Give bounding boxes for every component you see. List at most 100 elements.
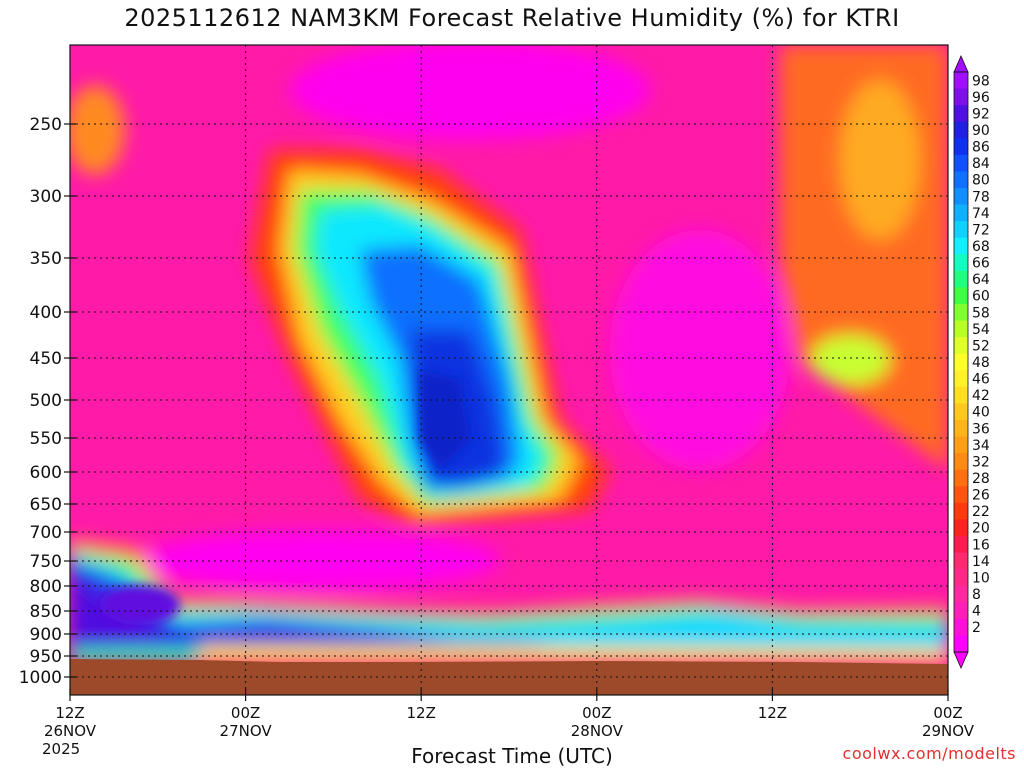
x-tick-label: 00Z — [933, 704, 962, 722]
colorbar-segment — [954, 602, 968, 620]
colorbar-label: 52 — [972, 338, 990, 354]
colorbar-label: 96 — [972, 90, 990, 106]
colorbar-label: 64 — [972, 272, 990, 288]
colorbar-segment — [954, 585, 968, 603]
colorbar-label: 2 — [972, 620, 981, 636]
x-tick-label: 29NOV — [922, 722, 975, 740]
colorbar-label: 46 — [972, 372, 990, 388]
colorbar-segment — [954, 204, 968, 222]
colorbar-label: 48 — [972, 355, 990, 371]
colorbar-segment — [954, 519, 968, 537]
x-tick-label: 12Z — [407, 704, 436, 722]
x-tick-label: 12Z — [758, 704, 787, 722]
colorbar-label: 92 — [972, 106, 990, 122]
y-tick-label: 600 — [30, 463, 62, 483]
colorbar-label: 34 — [972, 438, 990, 454]
y-tick-label: 1000 — [19, 668, 62, 688]
y-tick-label: 400 — [30, 303, 62, 323]
colorbar-segment — [954, 171, 968, 189]
colorbar-label: 32 — [972, 454, 990, 470]
colorbar-min-arrow — [953, 651, 969, 669]
colorbar-label: 86 — [972, 140, 990, 156]
y-tick-label: 550 — [30, 429, 62, 449]
colorbar-segment — [954, 618, 968, 636]
colorbar-segment — [954, 337, 968, 355]
colorbar-segment — [954, 154, 968, 172]
colorbar-label: 22 — [972, 504, 990, 520]
y-tick-label: 700 — [30, 523, 62, 543]
colorbar-segment — [954, 469, 968, 487]
colorbar-segment — [954, 370, 968, 388]
colorbar-segment — [954, 536, 968, 554]
colorbar-label: 80 — [972, 173, 990, 189]
x-tick-label: 00Z — [582, 704, 611, 722]
colorbar-segment — [954, 436, 968, 454]
colorbar-label: 68 — [972, 239, 990, 255]
colorbar-label: 66 — [972, 256, 990, 272]
colorbar-segment — [954, 420, 968, 438]
y-tick-label: 450 — [30, 349, 62, 369]
colorbar-label: 72 — [972, 222, 990, 238]
colorbar-label: 8 — [972, 587, 981, 603]
colorbar-label: 78 — [972, 189, 990, 205]
colorbar-segment — [954, 88, 968, 106]
colorbar-segment — [954, 502, 968, 520]
colorbar-segment — [954, 569, 968, 587]
colorbar-segment — [954, 353, 968, 371]
y-tick-label: 850 — [30, 602, 62, 622]
colorbar-segment — [954, 72, 968, 90]
colorbar-segment — [954, 254, 968, 272]
colorbar-segment — [954, 221, 968, 239]
colorbar-label: 14 — [972, 554, 990, 570]
colorbar-segment — [954, 105, 968, 123]
colorbar-segment — [954, 237, 968, 255]
colorbar-label: 36 — [972, 421, 990, 437]
colorbar-label: 98 — [972, 73, 990, 89]
colorbar: 9896929086848078747268666460585452484642… — [953, 55, 990, 669]
colorbar-segment — [954, 403, 968, 421]
colorbar-segment — [954, 486, 968, 504]
colorbar-max-arrow — [953, 55, 969, 73]
colorbar-label: 10 — [972, 570, 990, 586]
colorbar-label: 58 — [972, 305, 990, 321]
colorbar-label: 26 — [972, 488, 990, 504]
colorbar-segment — [954, 121, 968, 139]
chart-title: 2025112612 NAM3KM Forecast Relative Humi… — [124, 4, 900, 32]
plot-area — [70, 45, 948, 695]
x-tick-label: 26NOV — [44, 722, 97, 740]
colorbar-segment — [954, 386, 968, 404]
y-tick-label: 650 — [30, 495, 62, 515]
colorbar-segment — [954, 304, 968, 322]
y-tick-label: 800 — [30, 577, 62, 597]
y-tick-label: 900 — [30, 625, 62, 645]
colorbar-label: 4 — [972, 604, 981, 620]
colorbar-label: 40 — [972, 405, 990, 421]
grid-lines — [70, 45, 948, 695]
colorbar-segment — [954, 138, 968, 156]
colorbar-segment — [954, 552, 968, 570]
colorbar-segment — [954, 320, 968, 338]
colorbar-label: 54 — [972, 322, 990, 338]
y-tick-label: 250 — [30, 115, 62, 135]
colorbar-label: 74 — [972, 206, 990, 222]
colorbar-segment — [954, 270, 968, 288]
colorbar-segment — [954, 287, 968, 305]
x-tick-label: 00Z — [231, 704, 260, 722]
colorbar-segment — [954, 453, 968, 471]
y-tick-label: 950 — [30, 647, 62, 667]
colorbar-label: 20 — [972, 521, 990, 537]
colorbar-segment — [954, 635, 968, 653]
colorbar-label: 16 — [972, 537, 990, 553]
y-tick-label: 300 — [30, 187, 62, 207]
x-tick-label: 12Z — [55, 704, 84, 722]
colorbar-segment — [954, 188, 968, 206]
credit-text[interactable]: coolwx.com/modelts — [842, 744, 1016, 763]
colorbar-label: 84 — [972, 156, 990, 172]
x-axis-label: Forecast Time (UTC) — [411, 744, 613, 768]
x-tick-label: 28NOV — [571, 722, 624, 740]
plot-frame — [69, 44, 949, 696]
y-tick-label: 750 — [30, 552, 62, 572]
colorbar-label: 28 — [972, 471, 990, 487]
colorbar-label: 60 — [972, 289, 990, 305]
